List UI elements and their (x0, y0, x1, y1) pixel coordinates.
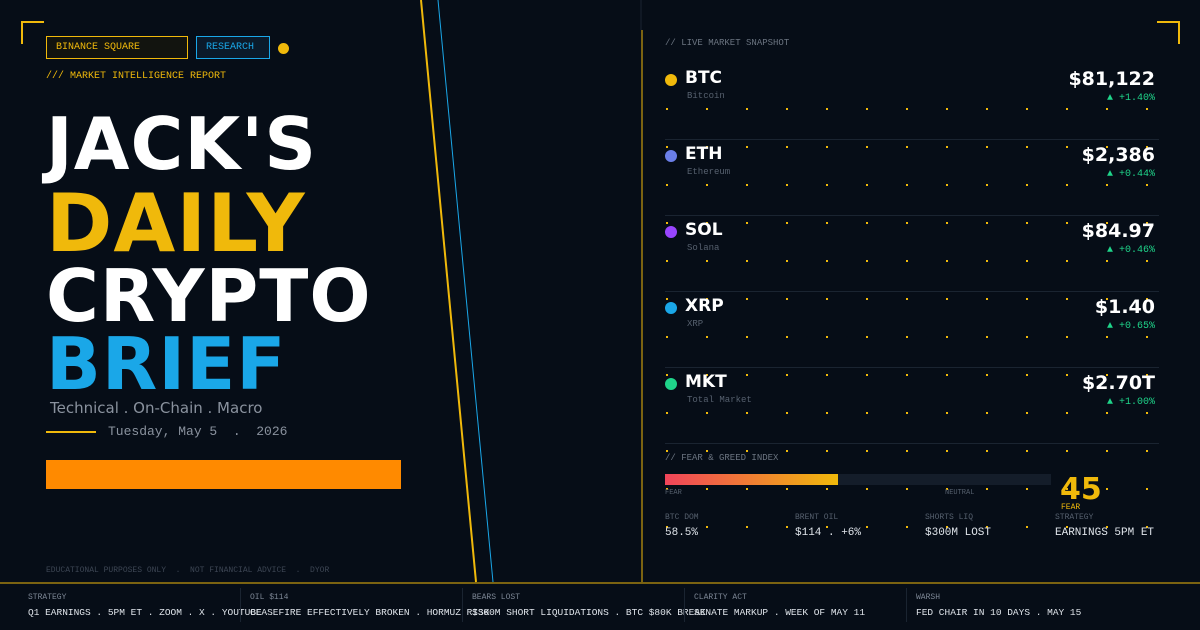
separator (665, 215, 1159, 216)
stat-value: EARNINGS 5PM ET (1055, 527, 1155, 539)
stat-value: $114 . +6% (795, 527, 862, 539)
section-label: // FEAR & GREED INDEX (665, 453, 779, 463)
title-line: BRIEF (46, 322, 287, 406)
ticker-label: BEARS LOST (472, 593, 521, 602)
stat-label: BTC DOM (665, 513, 699, 522)
ticker-text: CEASEFIRE EFFECTIVELY BROKEN . HORMUZ RI… (250, 607, 490, 618)
separator (665, 443, 1159, 444)
asset-price: $2,386 (1081, 144, 1155, 166)
asset-price: $1.40 (1094, 296, 1155, 318)
asset-price: $84.97 (1081, 220, 1155, 242)
asset-name: Total Market (687, 395, 752, 405)
stat-label: BRENT OIL (795, 513, 839, 522)
tag: RESEARCH (196, 36, 270, 59)
gauge-scale: NEUTRAL (945, 489, 975, 497)
asset-dot (665, 226, 677, 238)
ticker-divider (462, 588, 463, 622)
gauge-scale: FEAR (665, 489, 682, 497)
asset-row: SOL Solana $84.97 ▲ +0.46% (665, 216, 1159, 292)
asset-dot (665, 302, 677, 314)
asset-change: ▲ +0.46% (1106, 245, 1155, 256)
asset-dot (665, 74, 677, 86)
title-line: JACK'S (46, 102, 318, 186)
subtitle: Technical . On-Chain . Macro (50, 399, 263, 417)
separator (665, 139, 1159, 140)
ticker-label: STRATEGY (28, 593, 67, 602)
asset-change: ▲ +1.00% (1106, 397, 1155, 408)
ticker-label: WARSH (916, 593, 941, 602)
ticker-label: OIL $114 (250, 593, 289, 602)
ticker-divider (684, 588, 685, 622)
gauge-fill (665, 474, 838, 485)
kicker: /// MARKET INTELLIGENCE REPORT (46, 71, 227, 82)
asset-name: Bitcoin (687, 91, 725, 101)
section-label: // LIVE MARKET SNAPSHOT (665, 38, 790, 48)
gauge-track (665, 474, 1051, 485)
asset-dot (665, 150, 677, 162)
separator (665, 291, 1159, 292)
asset-symbol: XRP (685, 296, 724, 316)
asset-change: ▲ +1.40% (1106, 93, 1155, 104)
ticker-text: $300M SHORT LIQUIDATIONS . BTC $80K BREA… (472, 607, 706, 618)
stat-label: SHORTS LIQ (925, 513, 974, 522)
ticker-text: Q1 EARNINGS . 5PM ET . ZOOM . X . YOUTUB… (28, 607, 262, 618)
asset-symbol: BTC (685, 68, 723, 88)
asset-price: $81,122 (1068, 68, 1155, 90)
title-line: CRYPTO (46, 254, 372, 338)
ticker-text: FED CHAIR IN 10 DAYS . MAY 15 (916, 607, 1082, 618)
asset-change: ▲ +0.44% (1106, 169, 1155, 180)
status-dot (278, 43, 289, 54)
tag: BINANCE SQUARE (46, 36, 188, 59)
gauge-value-label: FEAR (1061, 503, 1081, 512)
ticker-label: CLARITY ACT (694, 593, 747, 602)
disclaimer: EDUCATIONAL PURPOSES ONLY . NOT FINANCIA… (46, 566, 330, 575)
asset-dot (665, 378, 677, 390)
asset-name: XRP (687, 319, 704, 329)
accent-bar (46, 460, 401, 489)
asset-row: XRP XRP $1.40 ▲ +0.65% (665, 292, 1159, 368)
asset-name: Solana (687, 243, 720, 253)
ticker-divider (906, 588, 907, 622)
gauge-value: 45 (1060, 472, 1102, 507)
title-line: DAILY (46, 177, 306, 270)
asset-symbol: ETH (685, 144, 723, 164)
ticker-text: SENATE MARKUP . WEEK OF MAY 11 (694, 607, 866, 618)
asset-symbol: MKT (685, 372, 727, 392)
separator (665, 367, 1159, 368)
date: Tuesday, May 5 . 2026 (108, 424, 288, 439)
stat-value: 58.5% (665, 527, 699, 539)
asset-row: ETH Ethereum $2,386 ▲ +0.44% (665, 140, 1159, 216)
asset-row: BTC Bitcoin $81,122 ▲ +1.40% (665, 64, 1159, 140)
asset-name: Ethereum (687, 167, 731, 177)
ticker-divider (240, 588, 241, 622)
stat-label: STRATEGY (1055, 513, 1094, 522)
asset-row: MKT Total Market $2.70T ▲ +1.00% (665, 368, 1159, 444)
stat-value: $300M LOST (925, 527, 992, 539)
asset-price: $2.70T (1081, 372, 1155, 394)
asset-change: ▲ +0.65% (1106, 321, 1155, 332)
asset-symbol: SOL (685, 220, 723, 240)
